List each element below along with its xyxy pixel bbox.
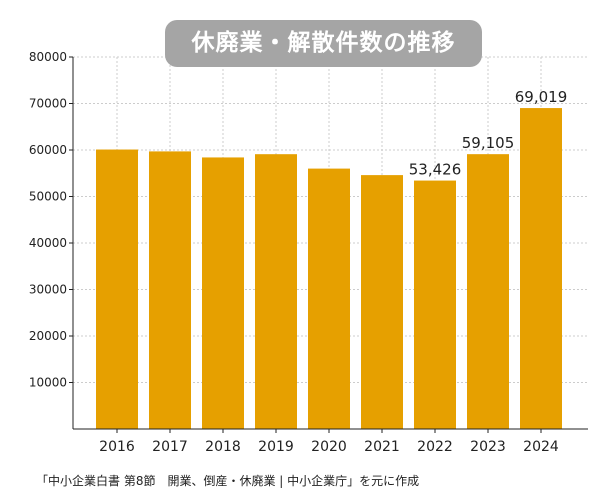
bar-2017 bbox=[149, 151, 191, 429]
x-tick-label: 2022 bbox=[417, 439, 453, 455]
y-tick-label: 20000 bbox=[29, 329, 67, 343]
bar-2024 bbox=[520, 108, 562, 430]
data-label-2022: 53,426 bbox=[409, 161, 462, 179]
x-tick-label: 2024 bbox=[523, 439, 559, 455]
chart-title: 休廃業・解散件数の推移 bbox=[165, 20, 482, 67]
y-tick-label: 60000 bbox=[29, 143, 67, 157]
y-tick-label: 10000 bbox=[29, 376, 67, 390]
y-tick-label: 70000 bbox=[29, 97, 67, 111]
data-label-2024: 69,019 bbox=[515, 88, 568, 106]
y-tick-label: 30000 bbox=[29, 283, 67, 297]
bar-2022 bbox=[414, 180, 456, 429]
x-tick-label: 2018 bbox=[205, 439, 241, 455]
x-tick-label: 2020 bbox=[311, 439, 347, 455]
x-tick-label: 2023 bbox=[470, 439, 506, 455]
bar-2016 bbox=[96, 149, 138, 429]
x-tick-label: 2021 bbox=[364, 439, 400, 455]
y-tick-label: 50000 bbox=[29, 190, 67, 204]
x-tick-label: 2017 bbox=[152, 439, 188, 455]
bar-2018 bbox=[202, 157, 244, 429]
bar-2023 bbox=[467, 154, 509, 429]
data-label-2023: 59,105 bbox=[462, 134, 515, 152]
y-tick-label: 40000 bbox=[29, 236, 67, 250]
y-tick-label: 80000 bbox=[29, 50, 67, 64]
bar-2021 bbox=[361, 175, 403, 429]
x-tick-label: 2016 bbox=[99, 439, 135, 455]
source-note: 「中小企業白書 第8節 開業、倒産・休廃業 | 中小企業庁」を元に作成 bbox=[36, 474, 420, 488]
bar-2019 bbox=[255, 154, 297, 429]
x-tick-label: 2019 bbox=[258, 439, 294, 455]
bar-2020 bbox=[308, 168, 350, 429]
